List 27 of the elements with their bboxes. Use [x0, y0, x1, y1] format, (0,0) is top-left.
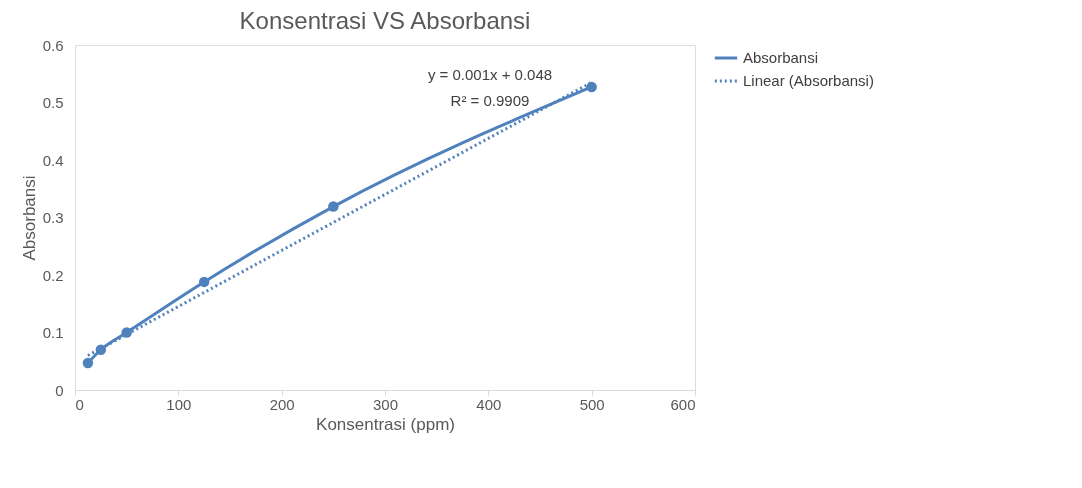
legend-label: Linear (Absorbansi)	[743, 72, 874, 89]
point	[198, 276, 210, 288]
point	[328, 201, 339, 212]
point	[121, 327, 132, 338]
point	[82, 357, 94, 369]
x-tick-label: 0	[75, 395, 84, 413]
x-tick-label: 600	[670, 395, 696, 413]
y-tick-label: 0.4	[42, 151, 64, 169]
annotation: y = 0.001x + 0.048	[427, 66, 553, 83]
x-tick-label: 200	[269, 395, 295, 413]
y-tick-label: 0.5	[42, 94, 64, 111]
x-tick-label: 400	[476, 395, 502, 413]
legend-label: Absorbansi	[743, 49, 819, 66]
y-tick-label: 0.3	[42, 209, 64, 226]
y-tick-label: 0.6	[42, 36, 64, 54]
y-tick-label: 0	[55, 381, 64, 399]
point	[95, 344, 107, 355]
y-tick-label: 0.1	[42, 324, 64, 341]
x-tick-label: 500	[579, 395, 605, 413]
y-tick-label: 0.2	[42, 266, 64, 284]
point	[586, 81, 597, 93]
chart-title: Konsentrasi VS Absorbansi	[239, 7, 531, 34]
x-axis-title: Konsentrasi (ppm)	[316, 414, 455, 434]
annotation: R² = 0.9909	[450, 92, 530, 109]
x-tick-label: 100	[166, 395, 192, 413]
x-tick-label: 300	[372, 395, 399, 413]
y-axis-title: Absorbansi	[19, 175, 39, 261]
